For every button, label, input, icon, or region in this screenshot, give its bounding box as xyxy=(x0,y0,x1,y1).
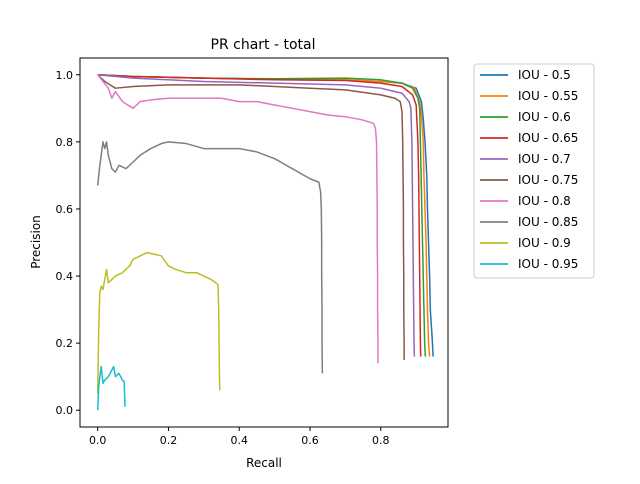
x-tick-label-0: 0.0 xyxy=(89,434,107,447)
y-tick-label-3: 0.6 xyxy=(56,203,74,216)
legend-label-3: IOU - 0.65 xyxy=(518,131,578,145)
y-tick-label-1: 0.2 xyxy=(56,337,74,350)
x-tick-label-3: 0.6 xyxy=(301,434,319,447)
series-line-8 xyxy=(96,251,221,394)
legend-label-9: IOU - 0.95 xyxy=(518,257,578,271)
x-axis-label: Recall xyxy=(246,456,282,470)
series-line-7 xyxy=(96,141,324,374)
x-tick-label-1: 0.2 xyxy=(160,434,178,447)
legend-label-0: IOU - 0.5 xyxy=(518,68,571,82)
legend-label-5: IOU - 0.75 xyxy=(518,173,578,187)
y-tick-label-2: 0.4 xyxy=(56,270,74,283)
plot-area xyxy=(80,58,448,427)
x-axis-ticks: 0.0 0.2 0.4 0.6 0.8 xyxy=(89,427,390,447)
y-tick-label-5: 1.0 xyxy=(56,69,74,82)
legend-label-1: IOU - 0.55 xyxy=(518,89,578,103)
legend-label-8: IOU - 0.9 xyxy=(518,236,571,250)
x-tick-label-2: 0.4 xyxy=(230,434,248,447)
y-tick-label-4: 0.8 xyxy=(56,136,74,149)
y-axis-ticks: 0.0 0.2 0.4 0.6 0.8 1.0 xyxy=(56,69,80,417)
y-axis-label: Precision xyxy=(29,215,43,269)
series-line-9 xyxy=(96,365,126,411)
series-line-4 xyxy=(97,74,416,357)
legend-label-7: IOU - 0.85 xyxy=(518,215,578,229)
chart-title: PR chart - total xyxy=(211,37,316,53)
legend-label-2: IOU - 0.6 xyxy=(518,110,571,124)
plot-frame xyxy=(79,57,449,428)
series-layer xyxy=(96,74,434,411)
x-tick-label-4: 0.8 xyxy=(372,434,390,447)
y-tick-label-0: 0.0 xyxy=(56,404,74,417)
series-line-2 xyxy=(97,74,427,357)
legend-label-4: IOU - 0.7 xyxy=(518,152,571,166)
series-line-3 xyxy=(97,74,422,357)
legend-label-6: IOU - 0.8 xyxy=(518,194,571,208)
legend: IOU - 0.5 IOU - 0.55 IOU - 0.6 IOU - 0.65 IO… xyxy=(473,63,595,279)
series-line-5 xyxy=(97,74,405,360)
series-line-6 xyxy=(97,74,379,364)
